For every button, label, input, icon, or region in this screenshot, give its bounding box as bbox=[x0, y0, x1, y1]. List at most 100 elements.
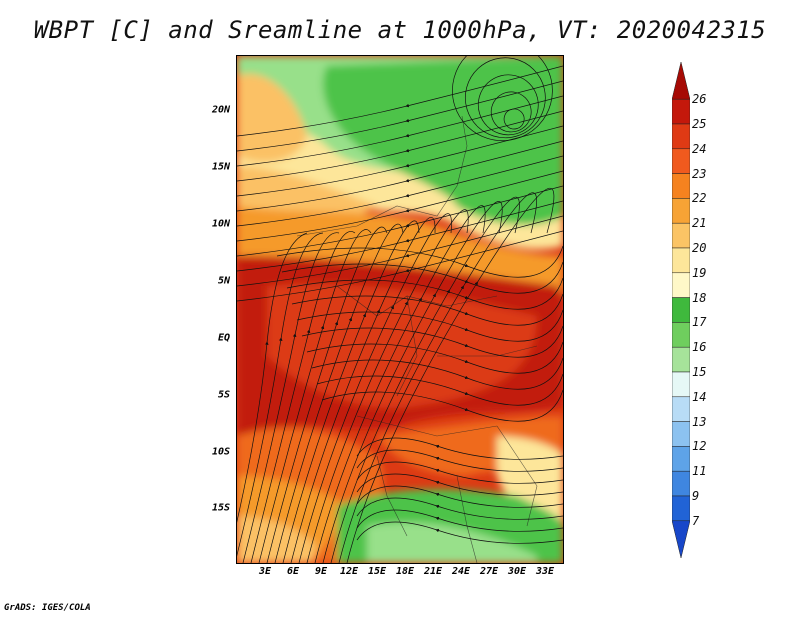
lon-label-30e: 30E bbox=[507, 566, 527, 577]
colorbar-label: 13 bbox=[692, 414, 707, 429]
colorbar-label: 11 bbox=[692, 464, 707, 479]
streamline bbox=[356, 449, 563, 472]
colorbar bbox=[672, 62, 690, 558]
streamline bbox=[282, 220, 420, 563]
colorbar-cell bbox=[672, 495, 690, 522]
streamline bbox=[237, 80, 563, 152]
colorbar-cell bbox=[672, 396, 690, 422]
streamline bbox=[286, 277, 563, 310]
colorbar-cell bbox=[672, 520, 690, 558]
colorbar-cell bbox=[672, 247, 690, 274]
streamline bbox=[356, 509, 563, 532]
colorbar-cell bbox=[672, 421, 690, 447]
streamline bbox=[291, 293, 563, 326]
colorbar-cell bbox=[672, 173, 690, 199]
streamline bbox=[306, 341, 563, 374]
colorbar-label: 22 bbox=[692, 191, 707, 206]
colorbar-label: 18 bbox=[692, 290, 707, 305]
streamline bbox=[274, 223, 404, 563]
streamline bbox=[237, 200, 563, 272]
streamline bbox=[298, 213, 452, 563]
streamline bbox=[306, 209, 469, 563]
streamline bbox=[250, 231, 356, 563]
streamline bbox=[237, 140, 563, 212]
colorbar-label: 19 bbox=[692, 265, 707, 280]
streamline bbox=[346, 188, 555, 563]
streamline bbox=[452, 56, 553, 142]
colorbar-cell bbox=[672, 297, 690, 323]
lon-label-27e: 27E bbox=[479, 566, 499, 577]
streamline bbox=[356, 461, 563, 484]
streamline bbox=[281, 261, 563, 294]
colorbar-cell bbox=[672, 446, 690, 472]
lon-label-3e: 3E bbox=[258, 566, 272, 577]
colorbar-label: 23 bbox=[692, 166, 707, 181]
colorbar-label: 7 bbox=[692, 513, 700, 528]
lon-label-21e: 21E bbox=[423, 566, 443, 577]
colorbar-cell bbox=[672, 322, 690, 348]
colorbar-label: 15 bbox=[692, 365, 707, 379]
colorbar-label: 25 bbox=[692, 117, 707, 131]
streamline bbox=[321, 389, 563, 422]
lon-label-6e: 6E bbox=[286, 566, 300, 577]
streamline bbox=[301, 325, 563, 358]
colorbar-label: 12 bbox=[692, 439, 707, 454]
colorbar-label: 20 bbox=[692, 241, 707, 255]
lat-label-5s: 5S bbox=[217, 389, 230, 401]
streamline bbox=[237, 230, 563, 302]
streamline bbox=[503, 108, 525, 130]
streamline bbox=[237, 232, 324, 557]
streamline bbox=[237, 125, 563, 197]
colorbar-cell bbox=[672, 148, 690, 174]
streamline bbox=[356, 521, 563, 544]
lon-label-9e: 9E bbox=[314, 566, 328, 577]
lat-label-20n: 20N bbox=[211, 104, 230, 116]
streamline bbox=[237, 110, 563, 182]
streamline bbox=[464, 57, 546, 139]
lat-label-10s: 10S bbox=[211, 446, 230, 458]
streamline bbox=[276, 245, 563, 278]
lon-label-18e: 18E bbox=[395, 566, 415, 577]
lon-label-15e: 15E bbox=[367, 566, 387, 577]
lat-label-15n: 15N bbox=[211, 161, 230, 173]
colorbar-cell bbox=[672, 62, 690, 100]
colorbar-cell bbox=[672, 272, 690, 298]
colorbar-cell bbox=[672, 470, 690, 497]
colorbar-label: 9 bbox=[692, 489, 700, 503]
streamline bbox=[314, 205, 486, 563]
colorbar-cell bbox=[672, 222, 690, 249]
lat-label-15s: 15S bbox=[211, 502, 230, 514]
colorbar-cell bbox=[672, 198, 690, 224]
streamline bbox=[356, 497, 563, 520]
lon-label-24e: 24E bbox=[451, 566, 471, 577]
streamline bbox=[316, 373, 563, 406]
streamline bbox=[356, 437, 563, 460]
streamline bbox=[237, 65, 563, 137]
streamline bbox=[290, 217, 436, 563]
streamline bbox=[266, 226, 388, 563]
chart-title: WBPT [C] and Sreamline at 1000hPa, VT: 2… bbox=[33, 16, 767, 44]
streamline bbox=[490, 91, 532, 133]
colorbar-label: 14 bbox=[692, 389, 707, 404]
colorbar-cell bbox=[672, 98, 690, 125]
streamline bbox=[477, 74, 539, 136]
streamline bbox=[258, 229, 372, 563]
lat-label-eq: EQ bbox=[217, 332, 230, 344]
lat-label-10n: 10N bbox=[211, 218, 230, 230]
streamline bbox=[237, 155, 563, 227]
streamline bbox=[296, 309, 563, 342]
colorbar-label: 16 bbox=[692, 340, 707, 355]
colorbar-label: 26 bbox=[692, 92, 707, 107]
streamline bbox=[237, 232, 308, 523]
lat-label-5n: 5N bbox=[217, 275, 230, 287]
colorbar-cell bbox=[672, 346, 690, 373]
streamline bbox=[330, 196, 520, 563]
colorbar-label: 17 bbox=[692, 315, 707, 330]
colorbar-label: 24 bbox=[692, 141, 707, 156]
grads-credit: GrADS: IGES/COLA bbox=[4, 603, 91, 613]
colorbar-label: 21 bbox=[692, 216, 707, 231]
colorbar-cell bbox=[672, 371, 690, 398]
streamline bbox=[237, 215, 563, 287]
streamline bbox=[356, 485, 563, 508]
lon-label-33e: 33E bbox=[535, 566, 555, 577]
